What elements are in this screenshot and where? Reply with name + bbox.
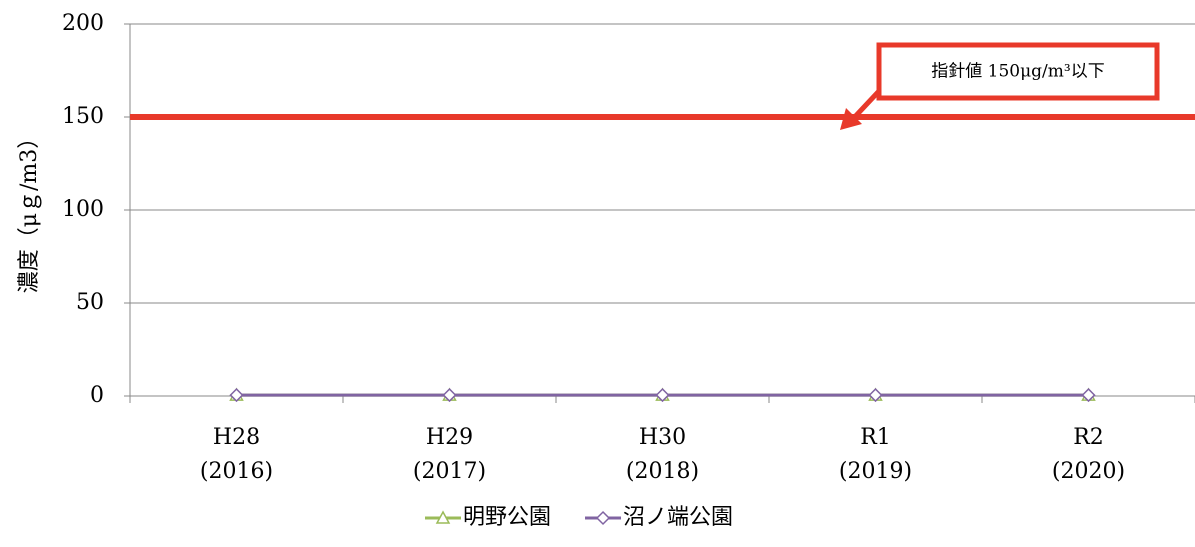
point bbox=[442, 388, 457, 403]
x-tick-label: H30 (2018) bbox=[626, 425, 699, 484]
x-tick-line: H28 bbox=[213, 425, 260, 450]
arrow-head bbox=[840, 108, 862, 130]
x-tick-line: R2 bbox=[1073, 425, 1104, 450]
x-tick-line: (2019) bbox=[839, 459, 912, 484]
x-tick-line: H29 bbox=[426, 425, 473, 450]
x-tick-line: (2017) bbox=[413, 459, 486, 484]
y-tick-label: 100 bbox=[62, 197, 104, 222]
y-axis-label: 濃度（μｇ/m3） bbox=[17, 127, 42, 294]
x-tick-line: (2020) bbox=[1052, 459, 1125, 484]
annotation: 指針値 150μg/m³以下 bbox=[931, 62, 1104, 82]
y-tick-label: 0 bbox=[90, 383, 104, 408]
x-tick-line: (2018) bbox=[626, 459, 699, 484]
x-tick-label: R1 (2019) bbox=[839, 425, 912, 484]
legend-label: 明野公園 bbox=[463, 505, 551, 530]
x-tick-label: H29 (2017) bbox=[413, 425, 486, 484]
annotation-box bbox=[876, 42, 1160, 101]
x-tick-label: R2 (2020) bbox=[1052, 425, 1125, 484]
arrow-shaft bbox=[848, 88, 882, 124]
point bbox=[595, 510, 611, 526]
legend-label: 沼ノ端公園 bbox=[623, 505, 733, 530]
point bbox=[1081, 388, 1096, 403]
point bbox=[655, 388, 670, 403]
point bbox=[229, 388, 244, 403]
y-tick-label: 50 bbox=[76, 290, 104, 315]
x-tick-line: R1 bbox=[860, 425, 891, 450]
x-tick-label: H28 (2016) bbox=[200, 425, 273, 484]
x-tick-line: (2016) bbox=[200, 459, 273, 484]
y-tick-label: 200 bbox=[62, 11, 104, 36]
point bbox=[435, 510, 451, 524]
x-tick-line: H30 bbox=[639, 425, 686, 450]
point bbox=[868, 388, 883, 403]
y-tick-label: 150 bbox=[62, 104, 104, 129]
